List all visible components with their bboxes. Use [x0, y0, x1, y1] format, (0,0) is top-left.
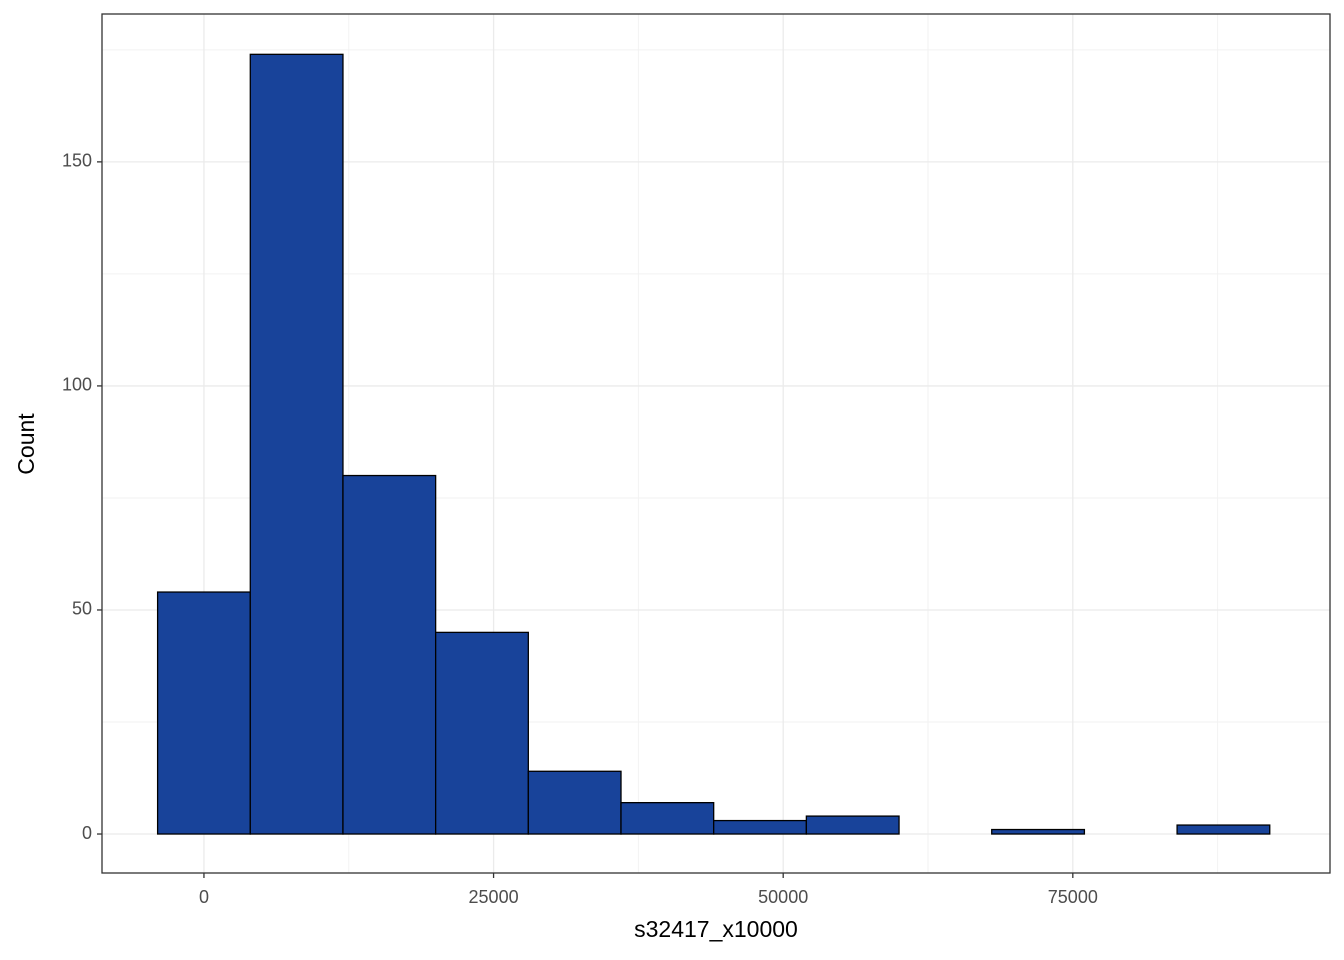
x-tick-label: 25000: [469, 887, 519, 907]
bar: [991, 828, 1086, 835]
y-axis-title: Count: [13, 413, 39, 475]
y-tick-label: 50: [72, 599, 92, 619]
bar: [527, 770, 622, 835]
bar: [713, 819, 808, 835]
y-tick-label: 100: [62, 375, 92, 395]
x-tick-label: 75000: [1048, 887, 1098, 907]
bar: [434, 631, 529, 835]
x-axis-title: s32417_x10000: [634, 916, 798, 942]
bar: [1176, 824, 1271, 835]
bar: [249, 53, 344, 835]
x-tick-label: 0: [199, 887, 209, 907]
bar: [805, 815, 900, 835]
y-tick-label: 0: [82, 823, 92, 843]
x-tick-label: 50000: [758, 887, 808, 907]
panel-border: [101, 13, 1331, 874]
bar: [620, 801, 715, 835]
bar: [156, 591, 251, 835]
y-tick-label: 150: [62, 151, 92, 171]
bar: [342, 474, 437, 835]
